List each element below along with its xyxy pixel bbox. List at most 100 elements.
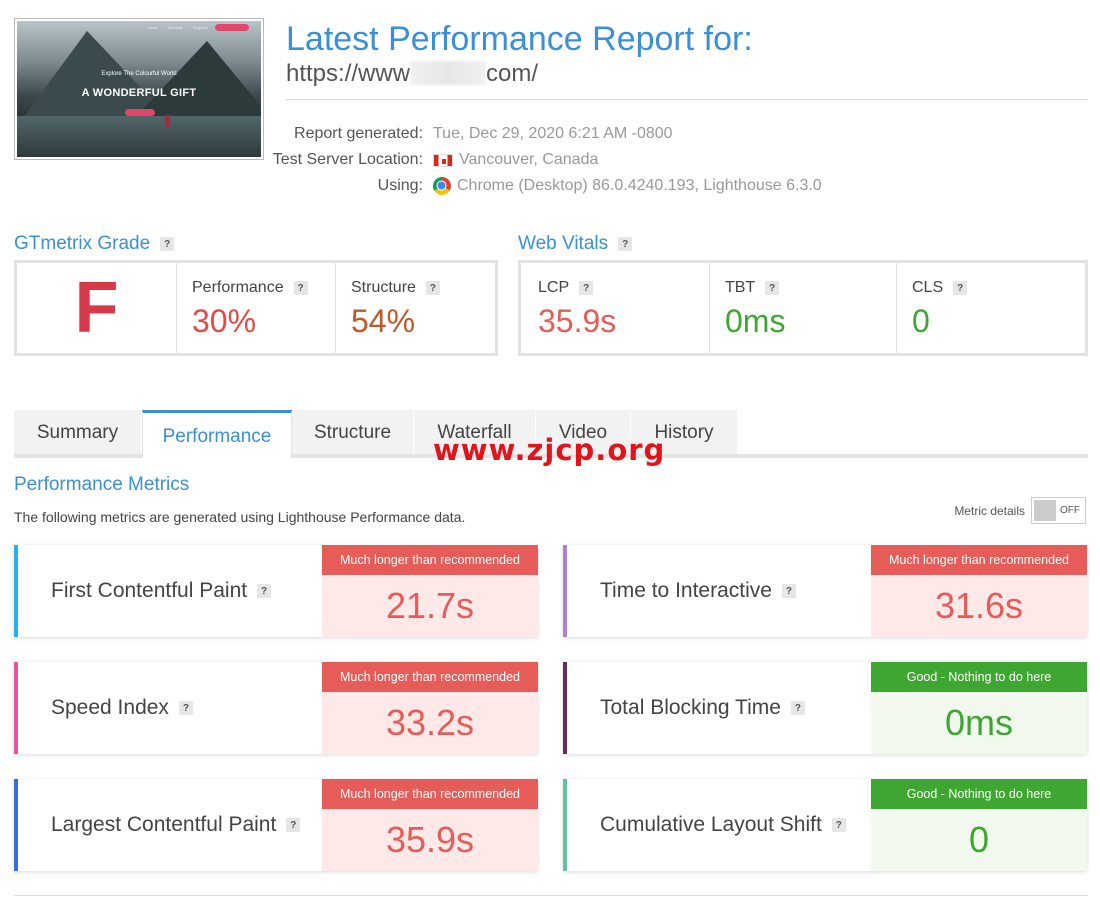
url-prefix: https://www (286, 60, 411, 87)
gtmetrix-grade-heading: GTmetrix Grade ? (14, 233, 175, 255)
thumbnail-image: Home Services Projects Contact Explore T… (17, 21, 261, 157)
help-icon[interactable]: ? (781, 584, 796, 598)
meta-row-using: Using: Chrome (Desktop) 86.0.4240.193, L… (260, 173, 822, 199)
thumbnail-subtitle: Explore The Colourful World (101, 71, 177, 77)
metric-result: Much longer than recommended 31.6s (871, 545, 1087, 637)
lcp-label: LCP (538, 279, 570, 296)
cls-label: CLS (912, 279, 944, 296)
structure-score: 54% (351, 303, 416, 339)
performance-label: Performance (192, 279, 284, 296)
meta-row-generated: Report generated: Tue, Dec 29, 2020 6:21… (260, 121, 822, 147)
metric-card: First Contentful Paint? Much longer than … (14, 545, 538, 637)
url-redacted-block (410, 61, 487, 85)
help-icon[interactable]: ? (293, 281, 308, 295)
meta-value: Tue, Dec 29, 2020 6:21 AM -0800 (433, 125, 673, 142)
help-icon[interactable]: ? (257, 584, 272, 598)
gtmetrix-grade-box: F Performance ? 30% Structure ? 54% (14, 260, 498, 356)
tab-structure[interactable]: Structure (292, 410, 414, 454)
metric-result: Good - Nothing to do here 0 (871, 779, 1087, 871)
tab-video[interactable]: Video (536, 410, 631, 454)
meta-value-wrap: Vancouver, Canada (433, 151, 598, 169)
header-divider (286, 99, 1088, 100)
metric-accent-bar (14, 662, 18, 754)
help-icon[interactable]: ? (618, 237, 633, 251)
chrome-icon (433, 177, 451, 195)
tab-history[interactable]: History (631, 410, 738, 454)
metric-result: Much longer than recommended 35.9s (322, 779, 538, 871)
grade-letter: F (74, 268, 119, 348)
metric-result: Good - Nothing to do here 0ms (871, 662, 1087, 754)
lcp-value: 35.9s (538, 303, 617, 339)
metric-accent-bar (563, 779, 567, 871)
help-icon[interactable]: ? (765, 281, 780, 295)
meta-label: Test Server Location: (272, 151, 423, 168)
metric-accent-bar (14, 545, 18, 637)
meta-value-wrap: Chrome (Desktop) 86.0.4240.193, Lighthou… (433, 177, 822, 195)
meta-row-location: Test Server Location: Vancouver, Canada (260, 147, 822, 173)
help-icon[interactable]: ? (579, 281, 594, 295)
meta-value: Vancouver, Canada (459, 151, 599, 168)
metric-details-toggle[interactable]: OFF (1031, 497, 1086, 524)
metric-label-wrap: Speed Index? (18, 662, 322, 754)
metric-accent-bar (563, 545, 567, 637)
web-vitals-box: LCP ? 35.9s TBT ? 0ms CLS ? 0 (518, 260, 1088, 356)
help-icon[interactable]: ? (953, 281, 968, 295)
site-thumbnail: Home Services Projects Contact Explore T… (14, 18, 264, 160)
metric-label: Speed Index (51, 696, 169, 719)
meta-label: Using: (377, 177, 423, 194)
performance-score: 30% (192, 303, 257, 339)
toggle-state: OFF (1060, 505, 1080, 516)
help-icon[interactable]: ? (160, 237, 175, 251)
metric-label-wrap: Time to Interactive? (567, 545, 871, 637)
metric-label: First Contentful Paint (51, 579, 248, 602)
tab-performance[interactable]: Performance (142, 410, 292, 458)
metric-status-badge: Good - Nothing to do here (871, 779, 1087, 809)
structure-score-cell: Structure ? 54% (336, 263, 495, 353)
metric-card: Speed Index? Much longer than recommended… (14, 662, 538, 754)
url-suffix: com/ (486, 60, 539, 87)
metric-details-control: Metric details OFF (954, 497, 1086, 524)
toggle-knob (1034, 500, 1056, 521)
help-icon[interactable]: ? (425, 281, 440, 295)
help-icon[interactable]: ? (790, 701, 805, 715)
metric-value: 0 (871, 809, 1087, 871)
metric-value: 21.7s (322, 575, 538, 637)
performance-metrics-heading: Performance Metrics (14, 474, 190, 495)
bottom-divider (14, 895, 1088, 896)
thumbnail-title: A WONDERFUL GIFT (81, 87, 197, 99)
help-icon[interactable]: ? (831, 818, 846, 832)
metric-label-wrap: Total Blocking Time? (567, 662, 871, 754)
tbt-cell: TBT ? 0ms (710, 263, 897, 353)
thumbnail-cta (125, 109, 155, 116)
performance-score-cell: Performance ? 30% (177, 263, 336, 353)
metric-value: 31.6s (871, 575, 1087, 637)
metric-label: Cumulative Layout Shift (600, 813, 822, 836)
metric-label-wrap: First Contentful Paint? (18, 545, 322, 637)
help-icon[interactable]: ? (178, 701, 193, 715)
meta-value: Chrome (Desktop) 86.0.4240.193, Lighthou… (457, 177, 822, 194)
tab-summary[interactable]: Summary (14, 410, 142, 454)
metric-card: Time to Interactive? Much longer than rec… (563, 545, 1087, 637)
metric-label: Time to Interactive (600, 579, 772, 602)
cls-value: 0 (912, 303, 930, 339)
metric-status-badge: Much longer than recommended (871, 545, 1087, 575)
report-title: Latest Performance Report for: (286, 20, 753, 58)
thumbnail-nav-button (215, 24, 249, 31)
metric-status-badge: Much longer than recommended (322, 662, 538, 692)
watermark-text: www.zjcp.org (433, 433, 666, 467)
metric-card: Cumulative Layout Shift? Good - Nothing t… (563, 779, 1087, 871)
metric-value: 33.2s (322, 692, 538, 754)
metric-result: Much longer than recommended 21.7s (322, 545, 538, 637)
help-icon[interactable]: ? (286, 818, 301, 832)
report-tabs: Summary Performance Structure Waterfall … (14, 410, 1088, 458)
lcp-cell: LCP ? 35.9s (521, 263, 710, 353)
metric-value: 0ms (871, 692, 1087, 754)
web-vitals-heading: Web Vitals ? (518, 233, 633, 255)
metric-status-badge: Much longer than recommended (322, 779, 538, 809)
tab-waterfall[interactable]: Waterfall (414, 410, 536, 454)
metric-details-label: Metric details (954, 503, 1025, 518)
report-url[interactable]: https://www com/ (286, 60, 538, 88)
metric-status-badge: Much longer than recommended (322, 545, 538, 575)
structure-label: Structure (351, 279, 416, 296)
metric-accent-bar (14, 779, 18, 871)
